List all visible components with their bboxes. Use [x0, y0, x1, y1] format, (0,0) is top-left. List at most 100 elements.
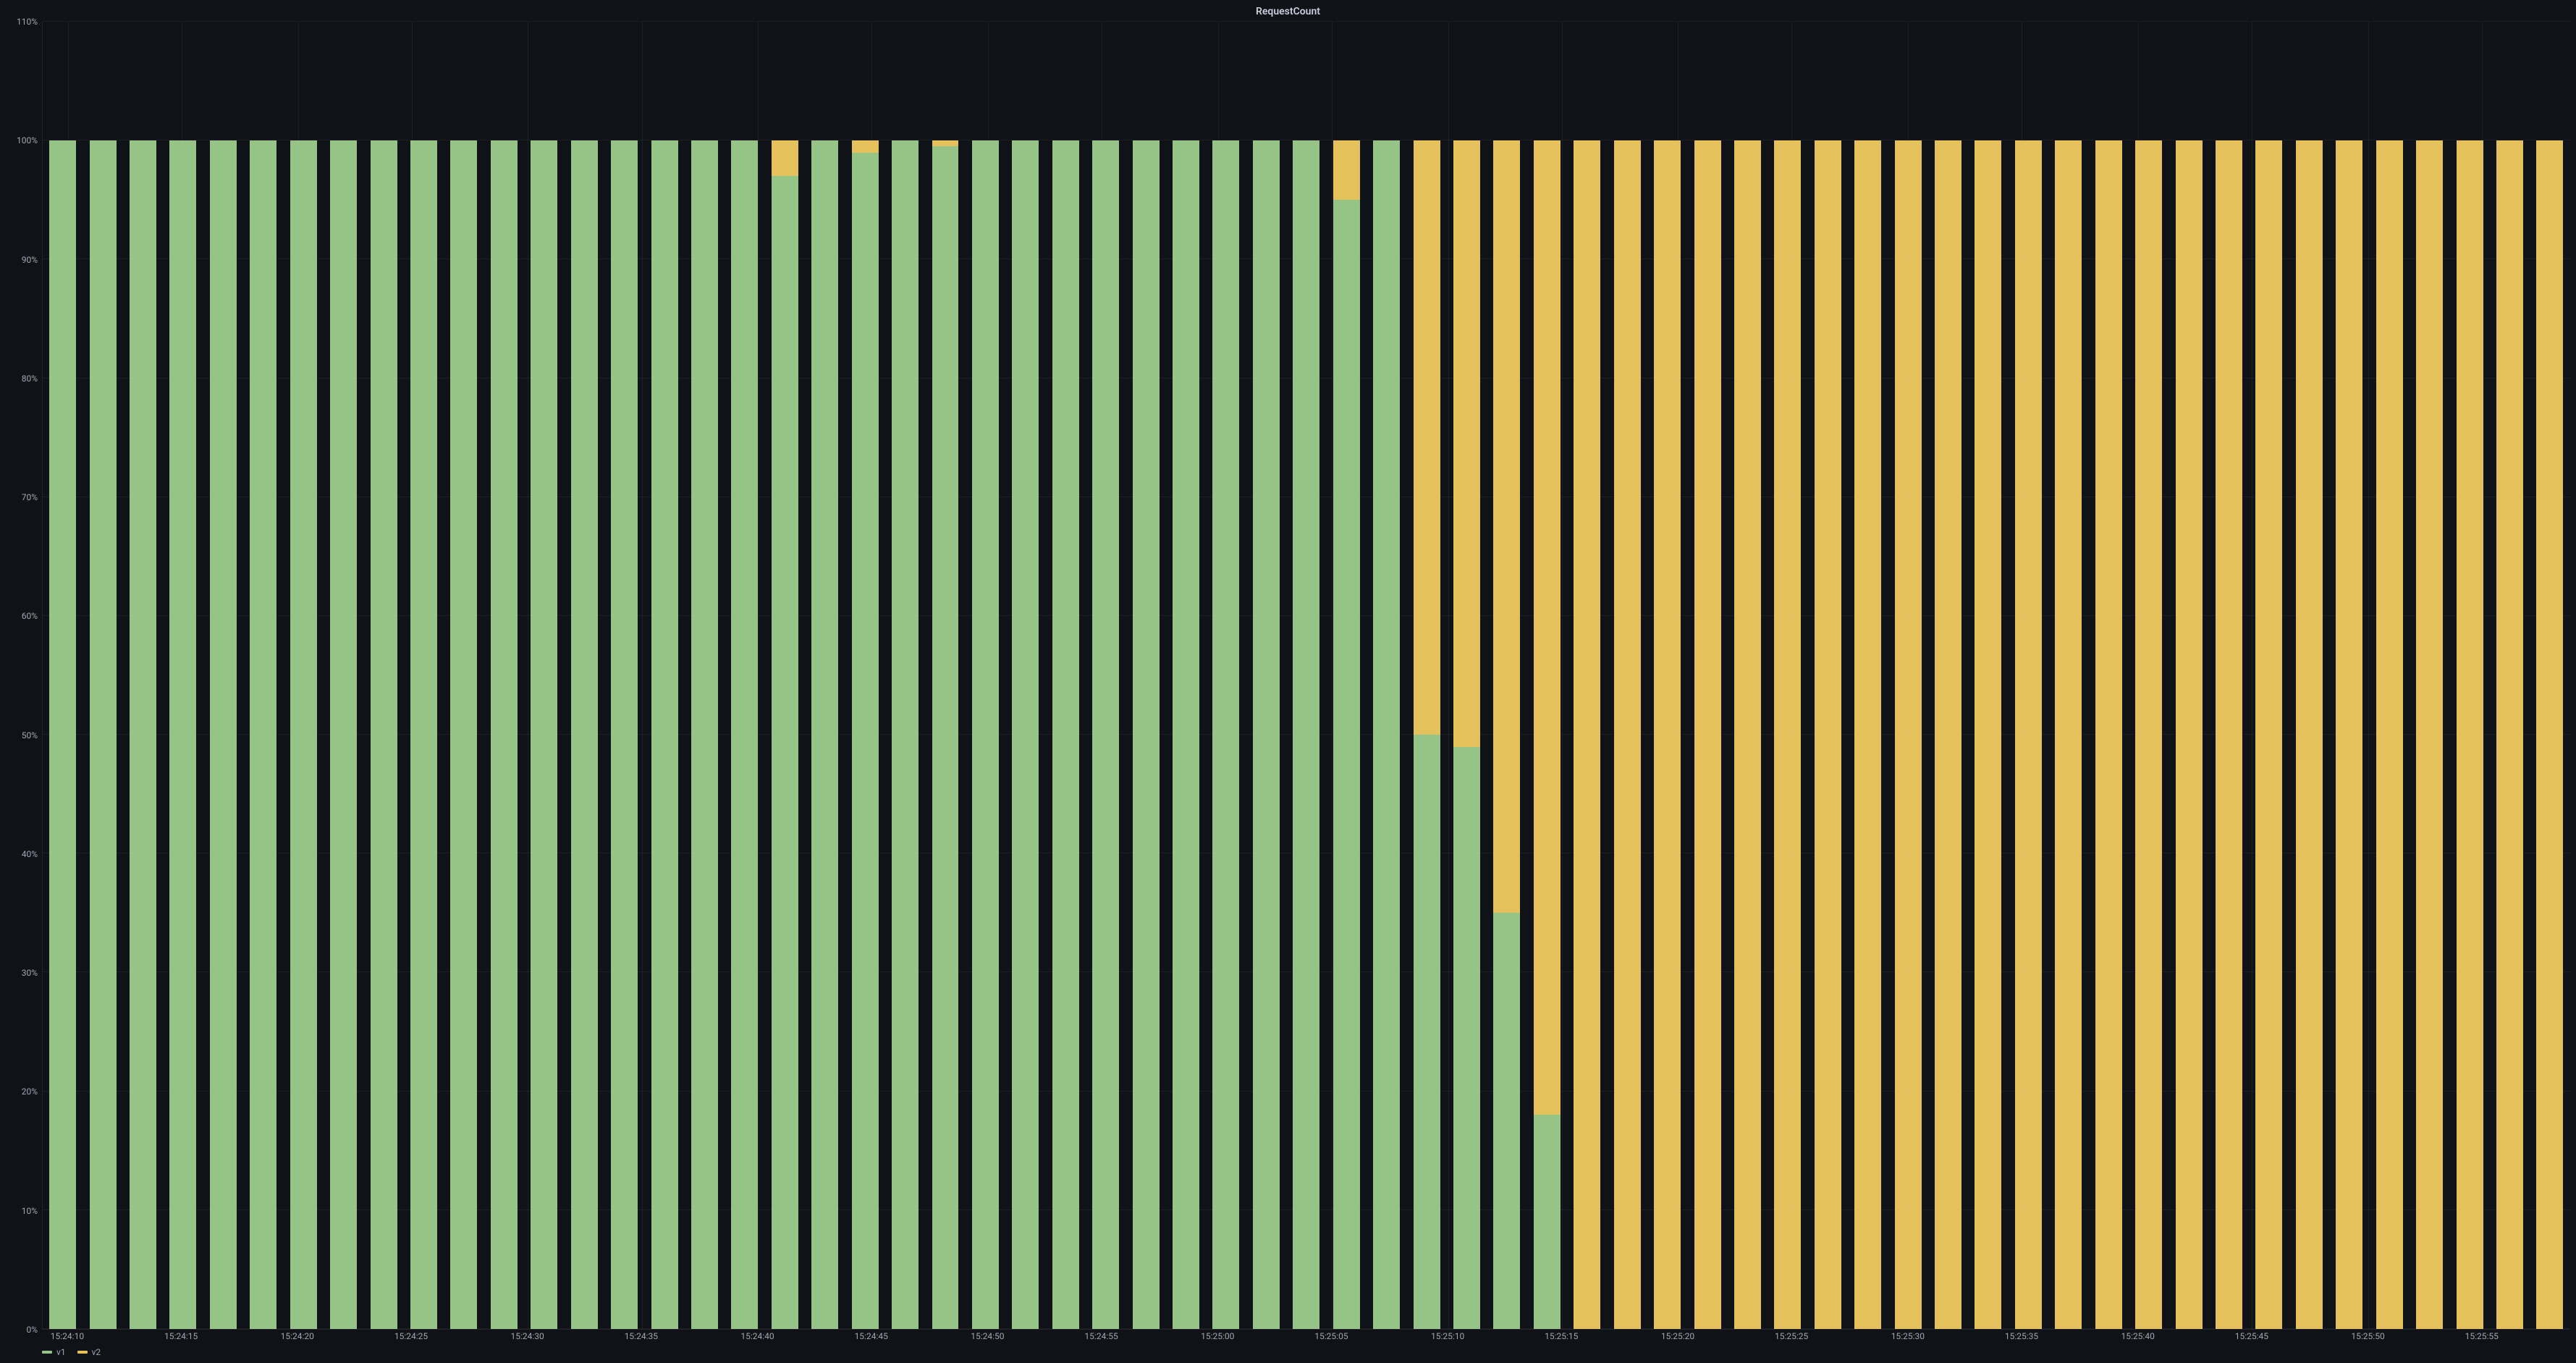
bar[interactable] — [1854, 140, 1881, 1329]
bar[interactable] — [2255, 140, 2282, 1329]
bar[interactable] — [2336, 140, 2362, 1329]
bar-slot — [324, 22, 363, 1329]
bar[interactable] — [691, 140, 718, 1329]
bar-slot — [1126, 22, 1165, 1329]
bar[interactable] — [1414, 140, 1440, 1329]
legend-item-v2[interactable]: v2 — [77, 1347, 101, 1357]
bar-slot — [1246, 22, 1286, 1329]
x-tick-label: 15:24:40 — [740, 1331, 774, 1341]
bar[interactable] — [731, 140, 758, 1329]
bar-segment-v1 — [1173, 140, 1199, 1329]
bar-slot — [163, 22, 203, 1329]
bar[interactable] — [2416, 140, 2443, 1329]
bar[interactable] — [1493, 140, 1520, 1329]
bar-slot — [1005, 22, 1045, 1329]
bar[interactable] — [130, 140, 156, 1329]
bar[interactable] — [1012, 140, 1039, 1329]
bar[interactable] — [210, 140, 237, 1329]
bar[interactable] — [571, 140, 598, 1329]
bar[interactable] — [410, 140, 437, 1329]
bar[interactable] — [892, 140, 919, 1329]
bar[interactable] — [1293, 140, 1319, 1329]
bar-segment-v1 — [811, 140, 838, 1329]
bar[interactable] — [1052, 140, 1079, 1329]
bar-slot — [243, 22, 283, 1329]
bar[interactable] — [1333, 140, 1360, 1329]
bar[interactable] — [1574, 140, 1600, 1329]
bar[interactable] — [2135, 140, 2162, 1329]
gridline-v — [1218, 22, 1219, 1329]
bar[interactable] — [1734, 140, 1761, 1329]
bar[interactable] — [2095, 140, 2122, 1329]
x-tick-label: 15:24:50 — [971, 1331, 1004, 1341]
bar-segment-v2 — [2296, 140, 2323, 1329]
bar[interactable] — [972, 140, 999, 1329]
bar-slot — [2048, 22, 2088, 1329]
bar[interactable] — [1815, 140, 1841, 1329]
chart-body: 0%10%20%30%40%50%60%70%80%90%100%110% 15… — [6, 22, 2570, 1343]
bar[interactable] — [852, 140, 879, 1329]
gridline-v — [2482, 22, 2483, 1329]
bar[interactable] — [1694, 140, 1721, 1329]
bar[interactable] — [371, 140, 397, 1329]
bar[interactable] — [2055, 140, 2082, 1329]
gridline-v — [1908, 22, 1909, 1329]
bar[interactable] — [611, 140, 638, 1329]
bar[interactable] — [2536, 140, 2563, 1329]
bar-slot — [2289, 22, 2329, 1329]
plot-area[interactable] — [42, 22, 2570, 1330]
bar[interactable] — [491, 140, 518, 1329]
bar[interactable] — [49, 140, 76, 1329]
bar-slot — [484, 22, 524, 1329]
bar[interactable] — [811, 140, 838, 1329]
bar[interactable] — [290, 140, 317, 1329]
bar[interactable] — [1133, 140, 1160, 1329]
bar[interactable] — [1614, 140, 1641, 1329]
bar[interactable] — [531, 140, 557, 1329]
bar-segment-v1 — [250, 140, 276, 1329]
bar-segment-v1 — [1012, 140, 1039, 1329]
bar-segment-v2 — [2457, 140, 2483, 1329]
bar[interactable] — [330, 140, 357, 1329]
bar[interactable] — [651, 140, 678, 1329]
bar[interactable] — [1253, 140, 1280, 1329]
bar-slot — [1687, 22, 1727, 1329]
legend-label: v1 — [56, 1347, 66, 1357]
bar-segment-v2 — [2216, 140, 2242, 1329]
bar[interactable] — [2457, 140, 2483, 1329]
gridline-v — [988, 22, 989, 1329]
gridline-v — [68, 22, 69, 1329]
bar[interactable] — [1212, 140, 1239, 1329]
x-tick-label: 15:25:25 — [1775, 1331, 1808, 1341]
bar[interactable] — [169, 140, 196, 1329]
bar[interactable] — [1935, 140, 1961, 1329]
bar-segment-v1 — [90, 140, 117, 1329]
bar-segment-v1 — [330, 140, 357, 1329]
bar[interactable] — [90, 140, 117, 1329]
bar-segment-v2 — [2255, 140, 2282, 1329]
bar[interactable] — [2216, 140, 2242, 1329]
bar[interactable] — [1453, 140, 1480, 1329]
bar[interactable] — [1774, 140, 1801, 1329]
bar[interactable] — [2176, 140, 2203, 1329]
bar-segment-v1 — [450, 140, 477, 1329]
bar[interactable] — [1373, 140, 1400, 1329]
bar[interactable] — [2496, 140, 2523, 1329]
bar[interactable] — [1654, 140, 1681, 1329]
bar[interactable] — [2015, 140, 2042, 1329]
bar[interactable] — [932, 140, 959, 1329]
gridline-v — [642, 22, 643, 1329]
bar[interactable] — [450, 140, 477, 1329]
bar[interactable] — [2296, 140, 2323, 1329]
x-tick-label: 15:25:00 — [1201, 1331, 1234, 1341]
bar[interactable] — [772, 140, 798, 1329]
bar[interactable] — [1092, 140, 1119, 1329]
legend-item-v1[interactable]: v1 — [42, 1347, 66, 1357]
bar[interactable] — [1534, 140, 1561, 1329]
bar[interactable] — [250, 140, 276, 1329]
bar[interactable] — [1173, 140, 1199, 1329]
bar[interactable] — [1975, 140, 2001, 1329]
bar[interactable] — [2376, 140, 2403, 1329]
x-tick-label: 15:25:55 — [2465, 1331, 2499, 1341]
bar-slot — [2530, 22, 2569, 1329]
